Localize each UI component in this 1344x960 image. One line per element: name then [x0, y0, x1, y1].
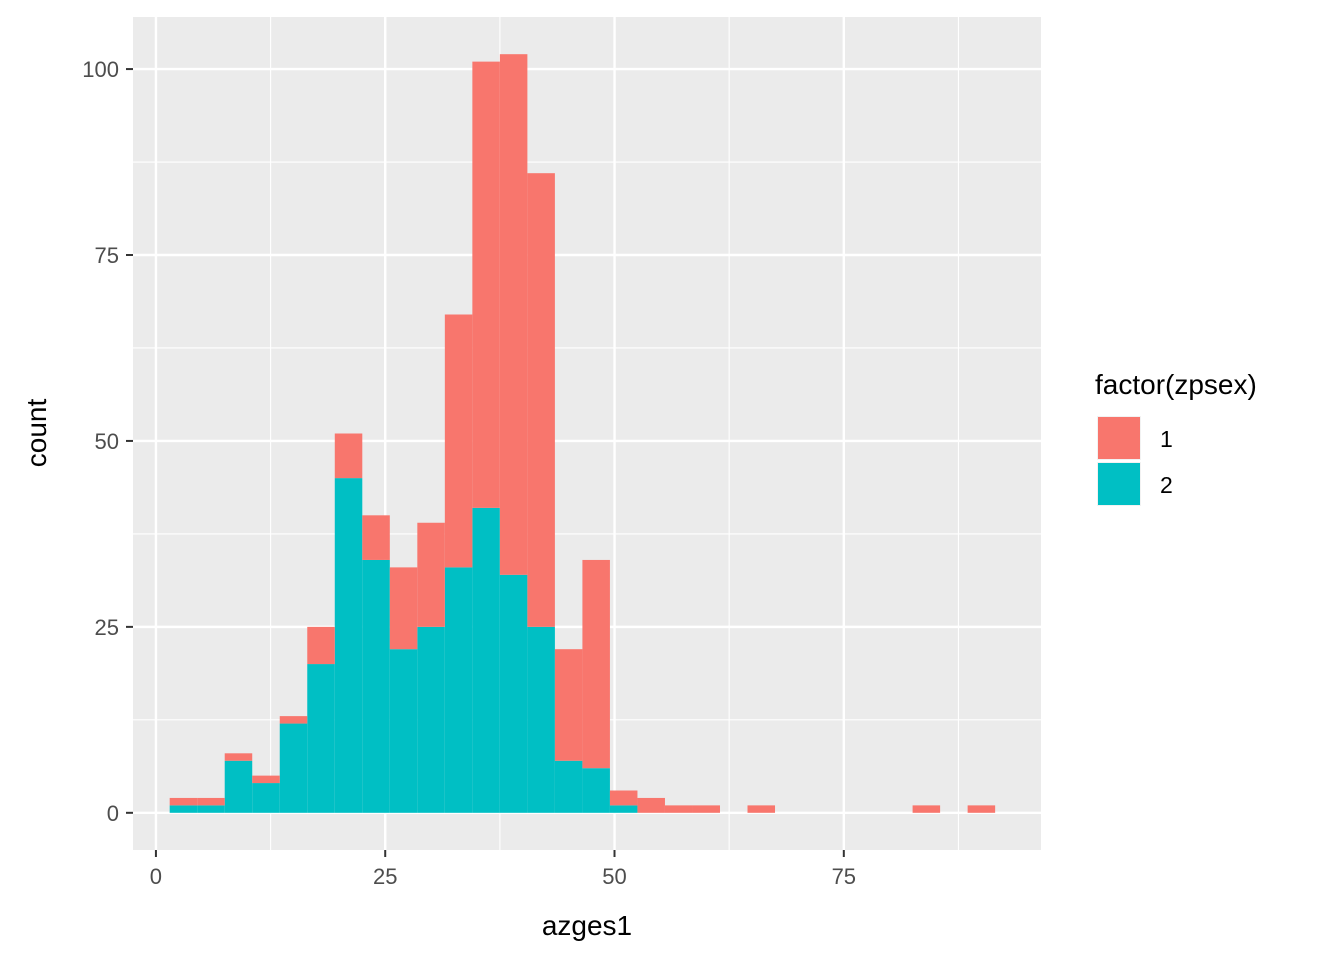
bar-series-1 [582, 559, 610, 769]
bar-series-2 [582, 768, 610, 813]
bar-series-2 [444, 567, 473, 813]
bar-series-2 [527, 626, 555, 813]
bar-series-2 [224, 760, 253, 813]
bar-series-1 [169, 797, 198, 806]
bar-series-2 [334, 478, 363, 813]
bar-series-2 [472, 507, 500, 813]
y-tick-label: 25 [95, 615, 119, 640]
bar-series-1 [499, 54, 528, 575]
bar-series-1 [334, 433, 363, 479]
bar-series-1 [912, 805, 941, 813]
x-tick-label: 0 [150, 864, 162, 889]
x-axis: 0 25 50 75 [150, 850, 856, 889]
bar-series-1 [747, 805, 776, 813]
bar-series-1 [417, 522, 445, 627]
bar-series-1 [389, 567, 418, 650]
x-axis-title: azges1 [542, 910, 632, 941]
bar-series-1 [664, 805, 693, 813]
bar-series-2 [554, 760, 583, 813]
bar-series-2 [279, 723, 308, 813]
bar-series-1 [362, 515, 390, 560]
bar-series-1 [197, 797, 225, 806]
bar-series-1 [692, 805, 720, 813]
bar-series-2 [609, 805, 638, 813]
legend: factor(zpsex) 1 2 [1095, 369, 1257, 506]
bars [169, 54, 996, 813]
legend-key-series-2 [1098, 463, 1140, 505]
bar-series-2 [499, 574, 528, 813]
bar-series-1 [527, 173, 555, 627]
y-tick-label: 50 [95, 429, 119, 454]
y-tick-label: 100 [82, 57, 119, 82]
bar-series-2 [197, 805, 225, 813]
bar-series-1 [609, 790, 638, 806]
x-tick-label: 75 [832, 864, 856, 889]
bar-series-1 [224, 753, 253, 761]
bar-series-1 [554, 649, 583, 761]
bar-series-2 [417, 626, 445, 813]
bar-series-1 [444, 314, 473, 568]
x-tick-label: 25 [373, 864, 397, 889]
bar-series-2 [389, 649, 418, 813]
bar-series-1 [252, 775, 280, 784]
x-tick-label: 50 [602, 864, 626, 889]
bar-series-2 [169, 805, 198, 813]
legend-key-series-1 [1098, 417, 1140, 459]
y-axis: 0 25 50 75 100 [82, 57, 133, 826]
legend-label-series-1: 1 [1160, 426, 1173, 452]
legend-label-series-2: 2 [1160, 472, 1173, 498]
bar-series-2 [252, 783, 280, 813]
y-axis-title: count [21, 399, 52, 468]
bar-series-2 [307, 664, 335, 813]
bar-series-1 [637, 797, 665, 813]
bar-series-1 [967, 805, 996, 813]
legend-title: factor(zpsex) [1095, 369, 1257, 400]
bar-series-2 [362, 559, 390, 813]
y-tick-label: 0 [107, 801, 119, 826]
bar-series-1 [279, 716, 308, 724]
bar-series-1 [472, 61, 500, 508]
y-tick-label: 75 [95, 243, 119, 268]
bar-series-1 [307, 626, 335, 665]
